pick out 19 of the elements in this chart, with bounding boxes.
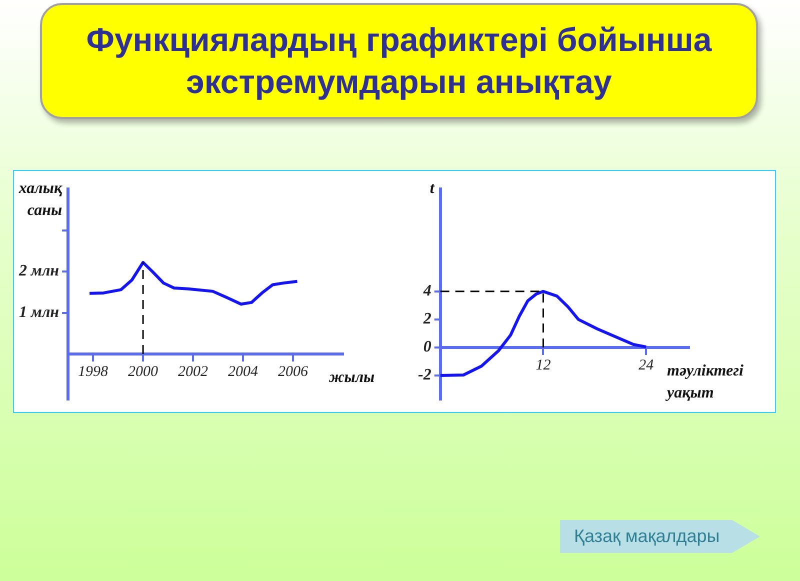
y-axis-title: халық саны (18, 180, 63, 219)
chart-title: Функциялардың графиктері бойынша экстремумдарын анықтау (40, 3, 758, 119)
x-tick-label: 12 (536, 357, 552, 374)
x-tick-label: 1998 (78, 364, 109, 380)
x-axis-title: тәуліктегі уақыт (665, 362, 744, 402)
x-tick-label: 2002 (178, 364, 209, 380)
y-tick-label: 2 млн (18, 262, 60, 280)
y-tick-label: 4 (422, 282, 432, 300)
nav-button[interactable]: Қазақ мақалдары (560, 520, 760, 553)
y-axis-title: t (430, 180, 435, 197)
x-tick-label: 2004 (228, 364, 259, 380)
y-tick-label: 0 (423, 338, 432, 356)
y-tick-label: 1 млн (18, 304, 60, 321)
x-tick-label: 2000 (128, 364, 159, 380)
x-tick-label: 24 (638, 357, 654, 374)
y-tick-label: 2 (422, 310, 432, 328)
x-axis-title: жылы (328, 369, 375, 386)
x-tick-label: 2006 (278, 364, 309, 380)
y-tick-label: -2 (418, 366, 432, 384)
